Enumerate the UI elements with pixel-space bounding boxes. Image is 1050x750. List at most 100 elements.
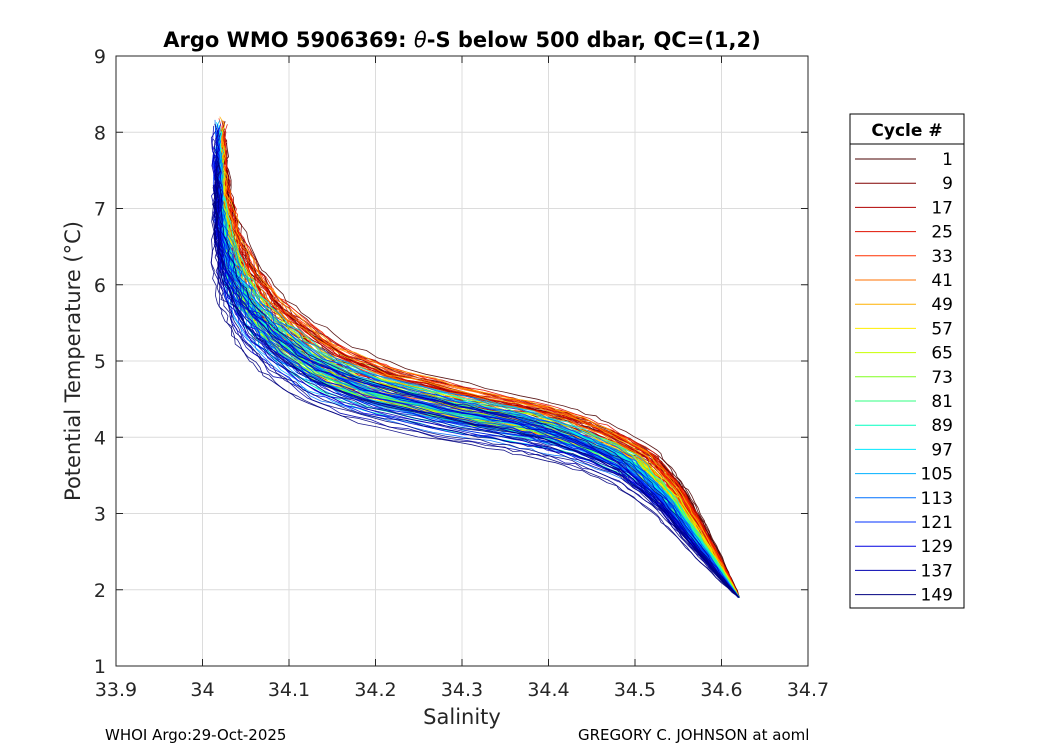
profile-line [216, 175, 740, 598]
profile-line [214, 181, 740, 598]
profile-line [212, 154, 739, 598]
y-tick-label: 8 [94, 122, 106, 144]
chart-title: Argo WMO 5906369: θ-S below 500 dbar, QC… [163, 28, 760, 52]
profile-line [222, 131, 739, 598]
legend-label: 9 [942, 174, 953, 194]
x-tick-label: 34.1 [268, 679, 310, 701]
y-ticks: 1 2 3 4 5 6 7 8 9 [94, 46, 808, 678]
profile-curves [210, 116, 740, 598]
y-tick-label: 2 [94, 580, 106, 602]
y-tick-label: 5 [94, 351, 106, 373]
profile-line [210, 184, 740, 598]
x-tick-label: 33.9 [95, 679, 137, 701]
profile-line [213, 160, 739, 598]
profile-line [212, 138, 739, 598]
x-tick-label: 34.4 [527, 679, 569, 701]
profile-line [215, 161, 739, 598]
profile-line [212, 156, 739, 598]
profile-line [215, 160, 740, 598]
profile-line [217, 163, 740, 598]
profile-line [223, 137, 739, 598]
y-tick-label: 1 [94, 656, 106, 678]
profile-line [213, 184, 740, 598]
y-tick-label: 4 [94, 427, 106, 449]
legend-label: 97 [931, 440, 953, 460]
y-tick-label: 6 [94, 275, 106, 297]
profile-line [218, 171, 740, 598]
profile-line [213, 146, 739, 598]
profile-line [218, 158, 740, 598]
profile-line [215, 141, 739, 598]
profile-line [216, 126, 740, 598]
profile-line [219, 161, 740, 598]
x-ticks: 33.9 34 34.1 34.2 34.3 34.4 34.5 34.6 34.7 [95, 56, 829, 701]
x-axis-label: Salinity [423, 705, 501, 729]
profile-line [210, 130, 740, 598]
y-axis-label: Potential Temperature (°C) [61, 221, 85, 501]
profile-line [211, 150, 739, 598]
legend-label: 57 [931, 319, 953, 339]
x-tick-label: 34.7 [787, 679, 829, 701]
legend-label: 49 [931, 295, 953, 315]
x-tick-label: 34.5 [614, 679, 656, 701]
profile-line [218, 150, 740, 598]
profile-line [221, 120, 740, 598]
profile-line [215, 163, 740, 598]
profile-line [222, 120, 739, 598]
profile-line [221, 171, 740, 598]
legend-label: 129 [921, 537, 953, 557]
legend-label: 121 [921, 513, 953, 533]
profile-line [214, 164, 740, 598]
y-tick-label: 7 [94, 199, 106, 221]
profile-line [220, 135, 739, 598]
legend-label: 105 [921, 465, 953, 485]
legend-box [849, 113, 965, 609]
legend-label: 41 [931, 271, 953, 291]
footer-left: WHOI Argo:29-Oct-2025 [105, 726, 286, 744]
legend-label: 17 [931, 198, 953, 218]
profile-line [214, 162, 740, 598]
x-tick-label: 34.6 [700, 679, 742, 701]
profile-line [215, 179, 739, 598]
profile-line [218, 148, 740, 598]
profile-line [214, 119, 739, 598]
x-tick-label: 34 [190, 679, 214, 701]
legend-label: 89 [931, 416, 953, 436]
profile-line [215, 123, 739, 598]
profile-line [222, 183, 740, 598]
legend-label: 33 [931, 247, 953, 267]
legend-title: Cycle # [871, 121, 942, 141]
x-tick-label: 34.2 [354, 679, 396, 701]
profile-line [219, 116, 739, 598]
profile-line [217, 155, 739, 598]
profile-line [210, 188, 740, 598]
profile-line [212, 154, 739, 598]
legend-label: 149 [921, 586, 953, 606]
profile-line [215, 178, 740, 598]
profile-line [224, 184, 740, 598]
profile-line [215, 175, 740, 598]
legend-label: 73 [931, 368, 953, 388]
legend-label: 113 [921, 489, 953, 509]
profile-line [213, 123, 740, 598]
profile-line [216, 164, 739, 598]
y-tick-label: 9 [94, 46, 106, 68]
legend-label: 81 [931, 392, 953, 412]
y-tick-label: 3 [94, 504, 106, 526]
legend-label: 25 [931, 223, 953, 243]
profile-line [219, 169, 740, 598]
legend-label: 65 [931, 344, 953, 364]
footer-right: GREGORY C. JOHNSON at aoml [578, 726, 809, 744]
legend: Cycle # 1 9 17 25 33 41 49 57 65 73 81 89 97 105 113 12… [849, 113, 965, 609]
profile-line [216, 142, 740, 598]
profile-line [213, 128, 740, 598]
profile-line [221, 177, 739, 598]
profile-line [221, 152, 739, 598]
legend-label: 1 [942, 150, 953, 170]
profile-line [216, 123, 739, 598]
profile-line [218, 158, 739, 598]
profile-line [218, 164, 739, 598]
legend-label: 137 [921, 561, 953, 581]
profile-line [213, 184, 740, 598]
